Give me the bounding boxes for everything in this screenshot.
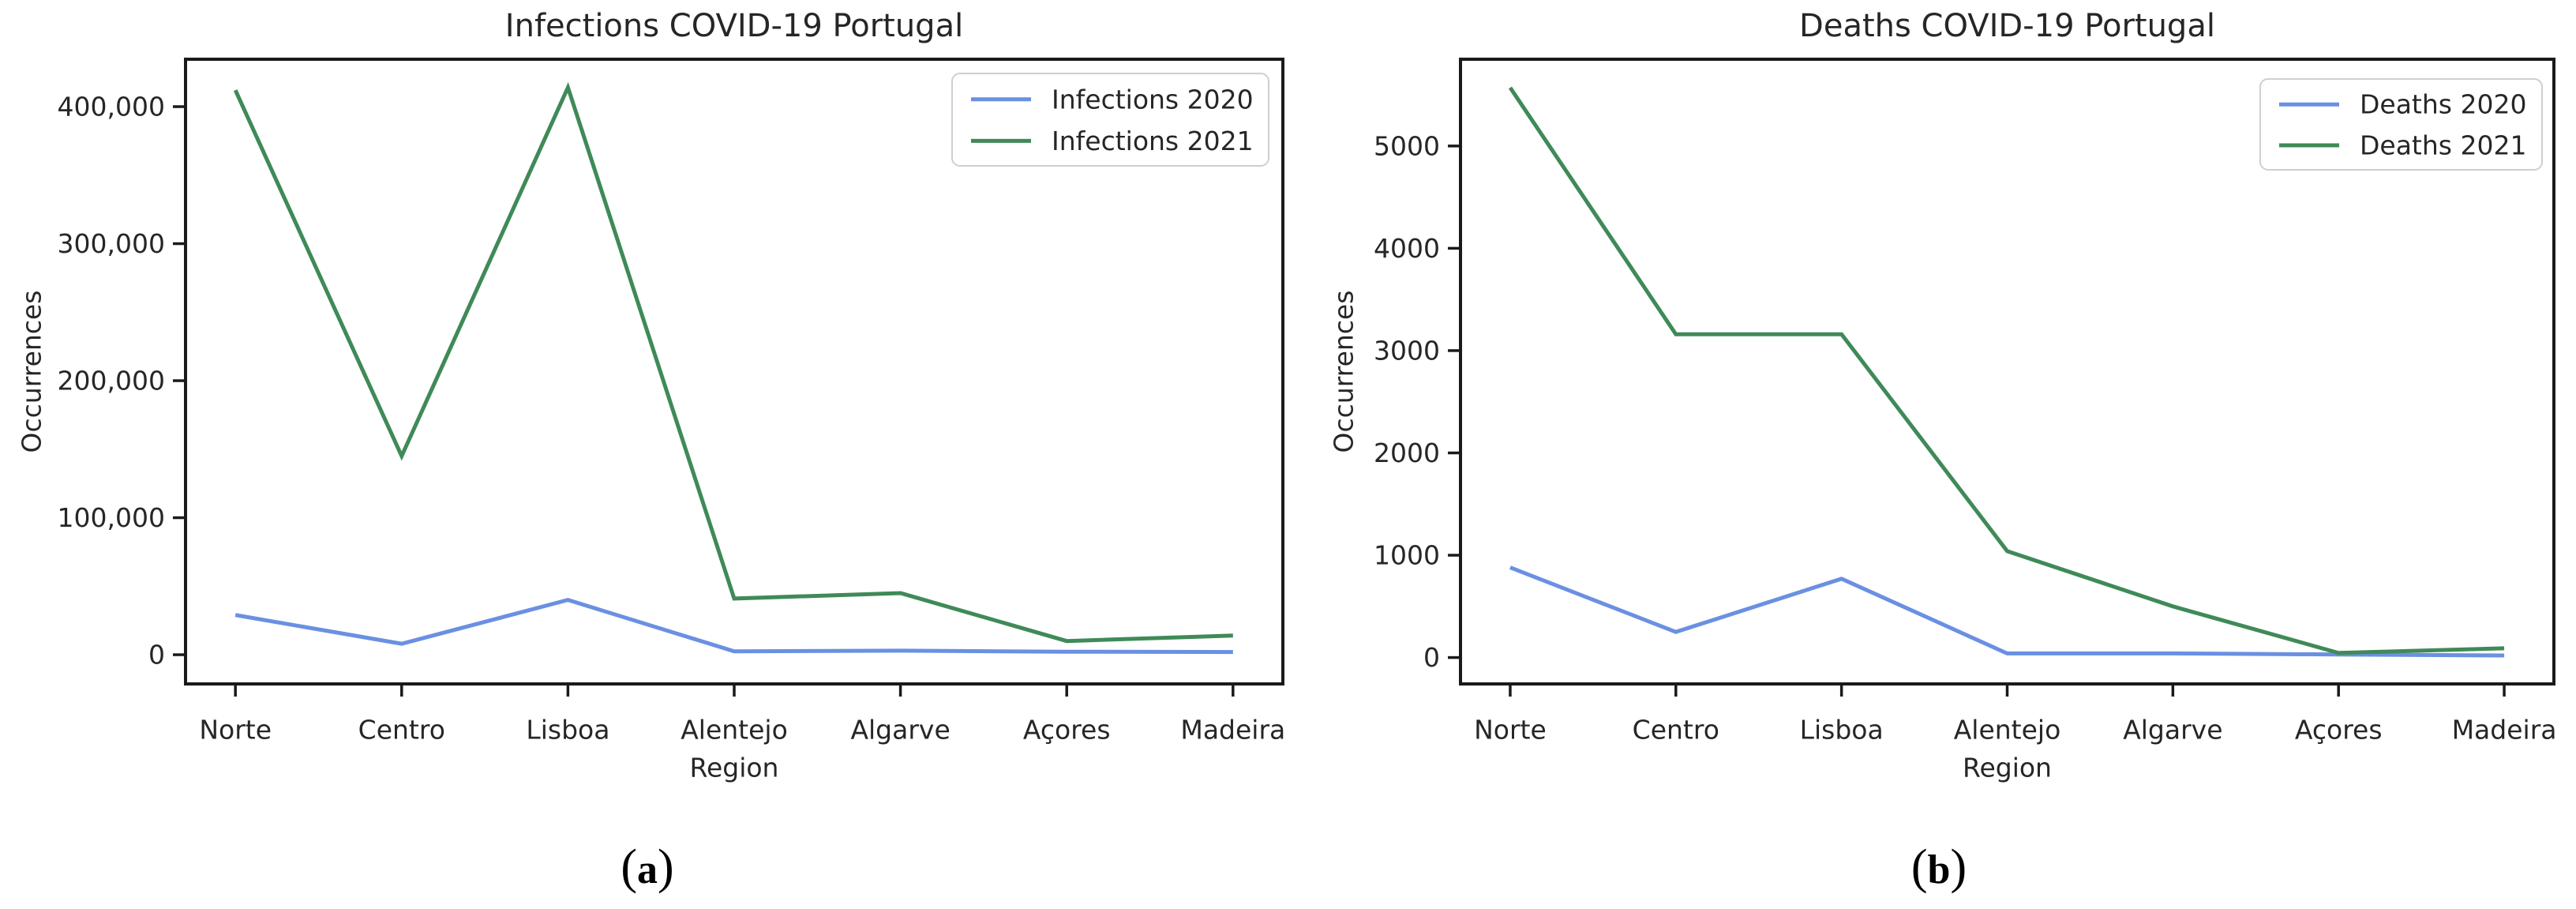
- y-tick-label: 0: [1423, 642, 1440, 673]
- x-tick-label-centro: Centro: [1633, 715, 1719, 746]
- y-axis-label: Occurrences: [1329, 291, 1359, 453]
- x-tick-label-lisboa: Lisboa: [1800, 715, 1884, 746]
- series-line-infections-2020: [234, 598, 1233, 655]
- legend-label-deaths-2021: Deaths 2021: [2360, 130, 2526, 160]
- x-tick-label-a-ores: Açores: [2295, 715, 2383, 746]
- y-axis-label: Occurrences: [17, 291, 47, 453]
- figure-caption-a: (a): [621, 840, 673, 894]
- y-tick-label: 5000: [1374, 130, 1440, 161]
- figure-caption-b: (b): [1911, 840, 1967, 894]
- series-line-infections-2021: [233, 81, 1233, 644]
- y-tick-label: 100,000: [58, 502, 165, 533]
- legend-label-infections-2020: Infections 2020: [1052, 84, 1254, 115]
- x-tick-label-a-ores: Açores: [1023, 715, 1111, 746]
- x-tick-label-alentejo: Alentejo: [681, 715, 788, 746]
- x-tick-label-algarve: Algarve: [850, 715, 950, 746]
- legend-box: [951, 73, 1269, 167]
- chart-infections-covid-19-portugal: Infections COVID-19 Portugal 0 100,000 200,…: [17, 8, 1286, 894]
- y-tick-label: 3000: [1374, 335, 1440, 366]
- x-tick-label-madeira: Madeira: [2452, 715, 2557, 746]
- y-tick-label: 2000: [1374, 438, 1440, 468]
- x-axis-label: Region: [690, 753, 779, 783]
- y-tick-label: 300,000: [58, 228, 165, 259]
- y-tick-label: 4000: [1374, 233, 1440, 264]
- x-tick-label-alentejo: Alentejo: [1954, 715, 2061, 746]
- x-tick-label-madeira: Madeira: [1180, 715, 1285, 746]
- x-tick-label-centro: Centro: [358, 715, 445, 746]
- y-tick-label: 400,000: [58, 92, 165, 122]
- x-axis-label: Region: [1963, 753, 2052, 783]
- y-tick-label: 1000: [1374, 540, 1440, 571]
- series-line-deaths-2020: [1509, 565, 2505, 658]
- y-tick-label: 0: [148, 640, 165, 670]
- legend-label-infections-2021: Infections 2021: [1052, 126, 1254, 156]
- x-tick-label-norte: Norte: [199, 715, 272, 746]
- x-tick-label-algarve: Algarve: [2123, 715, 2222, 746]
- chart-title: Infections COVID-19 Portugal: [505, 8, 963, 44]
- x-tick-label-norte: Norte: [1474, 715, 1547, 746]
- y-tick-label: 200,000: [58, 366, 165, 396]
- series-line-deaths-2021: [1508, 86, 2505, 655]
- chart-title: Deaths COVID-19 Portugal: [1799, 8, 2215, 44]
- chart-deaths-covid-19-portugal: Deaths COVID-19 Portugal 0 1000 2000 3000 400…: [1329, 8, 2557, 894]
- x-tick-label-lisboa: Lisboa: [526, 715, 609, 746]
- legend-label-deaths-2020: Deaths 2020: [2360, 89, 2526, 120]
